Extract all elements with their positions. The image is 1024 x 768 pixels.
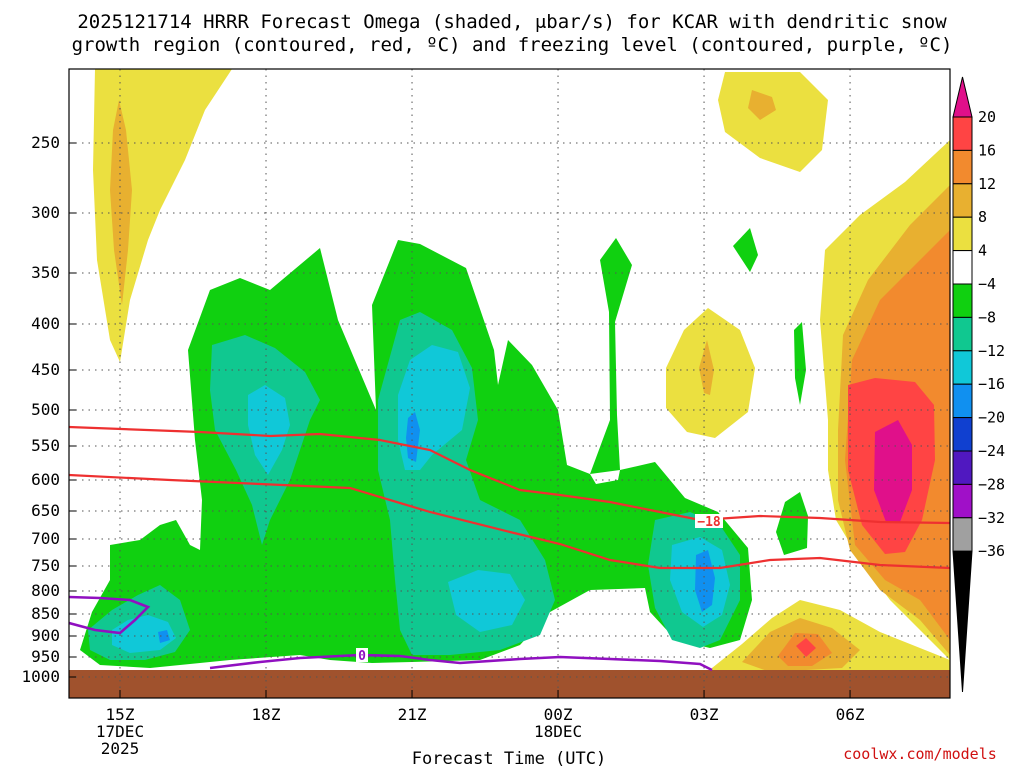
omega-fill-green-small-2 — [794, 322, 806, 405]
y-tick-label: 350 — [31, 263, 60, 282]
colorbar-label: −8 — [978, 308, 996, 326]
colorbar-label: 16 — [978, 141, 996, 159]
grid — [69, 69, 950, 698]
colorbar-label: −12 — [978, 342, 1005, 360]
colorbar-segment — [952, 283, 973, 318]
colorbar-label: −36 — [978, 542, 1005, 560]
y-tick-label: 450 — [31, 360, 60, 379]
y-tick-label: 550 — [31, 436, 60, 455]
colorbar-segment — [952, 417, 973, 452]
omega-fill-blue-21z — [406, 412, 420, 462]
colorbar: 20 16 12 8 4 −4 −8 −12 −16 −20 −24 −28 −32 −36 — [952, 76, 1005, 693]
chart-title-line2: growth region (contoured, red, ºC) and f… — [72, 34, 953, 56]
y-tick-label: 800 — [31, 581, 60, 600]
omega-fill-yellow-top-left — [93, 69, 232, 362]
dendritic-contour-lower — [69, 473, 950, 570]
y-tick-label: 400 — [31, 314, 60, 333]
y-tick-label: 950 — [31, 647, 60, 666]
omega-fill-blue-left-low — [158, 630, 170, 643]
colorbar-label: 4 — [978, 242, 987, 260]
freezing-contour-label: 0 — [358, 649, 366, 664]
x-tick-label: 15Z — [106, 705, 135, 724]
omega-fill-gold-top-left — [110, 100, 132, 305]
y-tick-label: 700 — [31, 529, 60, 548]
x-tick-label: 21Z — [398, 705, 427, 724]
x-tick-label: 17DEC — [96, 722, 144, 741]
colorbar-segment — [952, 116, 973, 151]
x-tick-label: 06Z — [836, 705, 865, 724]
x-tick-label: 18Z — [252, 705, 281, 724]
colorbar-segment — [952, 450, 973, 485]
x-tick-label: 00Z — [544, 705, 573, 724]
freezing-label-bg — [356, 648, 368, 662]
plot-area — [69, 69, 950, 698]
dendritic-contour-upper — [69, 425, 950, 525]
y-tick-label: 900 — [31, 626, 60, 645]
colorbar-segment — [952, 383, 973, 419]
colorbar-segment — [952, 483, 973, 519]
y-tick-label: 600 — [31, 470, 60, 489]
omega-fill-green-small-1 — [733, 228, 758, 272]
colorbar-segment — [952, 316, 973, 352]
colorbar-segment — [952, 216, 973, 252]
y-tick-label: 750 — [31, 556, 60, 575]
dendritic-contour-label: −18 — [697, 515, 721, 530]
colorbar-label: 8 — [978, 208, 987, 226]
colorbar-segment — [952, 517, 973, 552]
colorbar-segment — [952, 250, 973, 285]
ground-fill — [69, 670, 950, 698]
credit-text: coolwx.com/models — [843, 745, 997, 763]
x-tick-label: 18DEC — [534, 722, 582, 741]
freezing-level-contour — [69, 595, 713, 672]
colorbar-segment — [952, 149, 973, 185]
colorbar-label: −32 — [978, 509, 1005, 527]
colorbar-segment — [952, 350, 973, 385]
x-axis-title: Forecast Time (UTC) — [412, 749, 606, 768]
y-tick-label: 850 — [31, 604, 60, 623]
y-tick-label: 300 — [31, 203, 60, 222]
omega-fill-cyan-18z — [248, 385, 290, 475]
colorbar-label: −16 — [978, 375, 1005, 393]
omega-fill-gold-top-right — [748, 90, 776, 120]
y-tick-label: 500 — [31, 400, 60, 419]
x-tick-label: 03Z — [690, 705, 719, 724]
contour-label-bg — [695, 514, 723, 528]
omega-fill-yellow-top-right — [718, 72, 828, 172]
colorbar-label: 20 — [978, 108, 996, 126]
colorbar-label: −28 — [978, 475, 1005, 493]
colorbar-label: −24 — [978, 442, 1005, 460]
colorbar-bottom-cap — [952, 550, 973, 693]
omega-fill-cyan-21z-low — [448, 570, 525, 632]
x-tick-label: 2025 — [101, 739, 140, 758]
y-tick-label: 650 — [31, 501, 60, 520]
plot-border — [68, 68, 951, 699]
colorbar-top-cap — [952, 76, 973, 118]
y-tick-label: 250 — [31, 133, 60, 152]
y-axis: 250 300 350 400 450 500 550 600 650 700 750 800 850 9… — [21, 133, 76, 686]
colorbar-label: −20 — [978, 409, 1005, 427]
omega-fill-green-right-gap — [590, 470, 620, 484]
colorbar-segment — [952, 183, 973, 218]
chart-title-line1: 2025121714 HRRR Forecast Omega (shaded, … — [77, 11, 947, 33]
omega-fill-gold-mid-right — [699, 340, 714, 395]
omega-fill-red-bottom-right — [796, 638, 816, 657]
y-tick-label: 1000 — [21, 667, 60, 686]
colorbar-label: −4 — [978, 275, 996, 293]
colorbar-label: 12 — [978, 175, 996, 193]
